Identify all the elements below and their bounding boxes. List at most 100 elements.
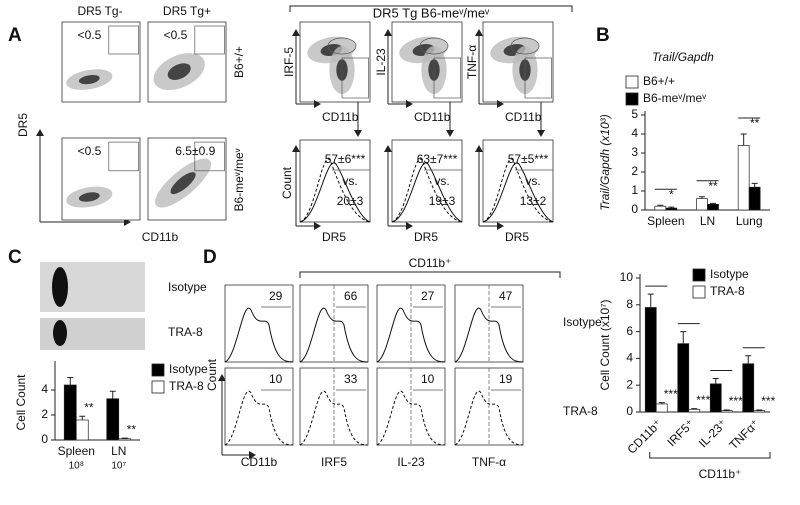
bar (688, 408, 701, 413)
bar (737, 145, 750, 211)
x-tick-label: Spleen (58, 444, 95, 458)
stat-label: 13±2 (520, 194, 547, 208)
histogram (299, 390, 369, 446)
gate (419, 37, 449, 55)
axis-label: CD11b (322, 110, 359, 124)
histogram (454, 307, 524, 363)
x-tick-label: TNFα⁺ (726, 416, 762, 452)
gate (341, 57, 369, 99)
axis-label: DR5 (16, 113, 30, 137)
percent-label: 33 (344, 372, 358, 386)
axis-label: CD11b (142, 230, 179, 244)
plot-frame (224, 367, 294, 446)
y-tick-label: 0 (626, 404, 633, 418)
y-tick-label: 2 (626, 377, 633, 391)
error-bar (751, 182, 758, 188)
x-tick-label: IRF5⁺ (664, 416, 697, 449)
panel-header: CD11b⁺ (409, 256, 452, 270)
percent-label: 10 (421, 372, 435, 386)
significance: ** (84, 400, 94, 414)
axis-label: CD11b (505, 110, 542, 124)
stat-label: vs. (342, 174, 357, 188)
legend-label: Isotype (710, 267, 749, 281)
density (170, 172, 196, 195)
significance: * (669, 187, 674, 201)
y-tick-label: 0 (41, 432, 48, 446)
axis-label: Trail/Gapdh (x10³) (598, 114, 612, 210)
panel-title: DR5 Tg B6-meᵛ/meᵛ (373, 5, 490, 20)
bar (707, 203, 719, 211)
density (167, 63, 191, 80)
x-tick-label: LN (111, 444, 126, 458)
error-bar (657, 204, 664, 207)
gate-value: <0.5 (78, 28, 102, 42)
gate-value: 6.5±0.9 (175, 144, 215, 158)
bar (665, 207, 678, 211)
error-bar (668, 206, 675, 209)
percent-label: 29 (269, 289, 283, 303)
bar (709, 383, 722, 413)
bar (654, 205, 667, 211)
histogram (224, 390, 294, 446)
error-bar (745, 355, 752, 364)
significance: *** (696, 393, 710, 407)
axis-label: DR5 (505, 230, 529, 244)
histogram (299, 307, 369, 363)
column-label: DR5 Tg+ (163, 4, 211, 18)
bar (118, 438, 132, 441)
legend-label: B6+/+ (643, 74, 675, 88)
histogram (376, 390, 446, 446)
percent-label: 10 (269, 372, 283, 386)
plot-frame (482, 139, 554, 223)
error-bar (109, 390, 116, 399)
histogram (391, 158, 463, 223)
bar (75, 419, 89, 441)
bar (644, 307, 657, 413)
x-tick-unit: 10⁸ (69, 461, 84, 472)
stat-label: 19±3 (429, 194, 456, 208)
bar (696, 198, 708, 211)
axis-label: IL-23 (397, 455, 425, 469)
y-tick-label: 4 (41, 382, 48, 396)
error-bar (658, 402, 665, 404)
legend-label: Isotype (169, 362, 208, 376)
legend-label: TRA-8 (169, 379, 204, 393)
legend-label: TRA-8 (710, 284, 745, 298)
bar (677, 343, 690, 413)
gate (108, 25, 139, 55)
histogram (482, 158, 554, 223)
axis-label: IRF5 (321, 455, 347, 469)
y-tick-label: 5 (631, 107, 638, 121)
row-label: B6+/+ (232, 46, 246, 78)
spleen-image (52, 267, 68, 307)
histogram (299, 158, 371, 223)
significance: *** (761, 394, 775, 408)
group-label: CD11b⁺ (699, 467, 742, 481)
bracket (299, 271, 561, 278)
y-tick-label: 2 (631, 164, 638, 178)
density (78, 74, 100, 85)
blot-label: Isotype (168, 280, 207, 294)
stat-label: 63±7*** (417, 152, 458, 166)
histogram (299, 162, 371, 223)
legend-swatch (692, 268, 706, 282)
y-tick-label: 6 (626, 324, 633, 338)
legend-swatch (625, 92, 639, 106)
bar (748, 186, 761, 211)
error-bar (79, 415, 86, 420)
axis-label: Count (280, 166, 294, 199)
blot-label: TRA-8 (168, 325, 203, 339)
y-tick-label: 0 (631, 202, 638, 216)
gate (327, 37, 357, 55)
bar (720, 410, 733, 413)
bracket (649, 452, 771, 459)
significance: *** (729, 394, 743, 408)
legend-swatch (692, 285, 706, 299)
axis-label: TNF-α (472, 455, 506, 469)
panel-letter: C (8, 247, 22, 268)
gate (433, 57, 461, 99)
bar (106, 398, 120, 441)
error-bar (740, 133, 747, 146)
plot-frame (224, 284, 294, 363)
